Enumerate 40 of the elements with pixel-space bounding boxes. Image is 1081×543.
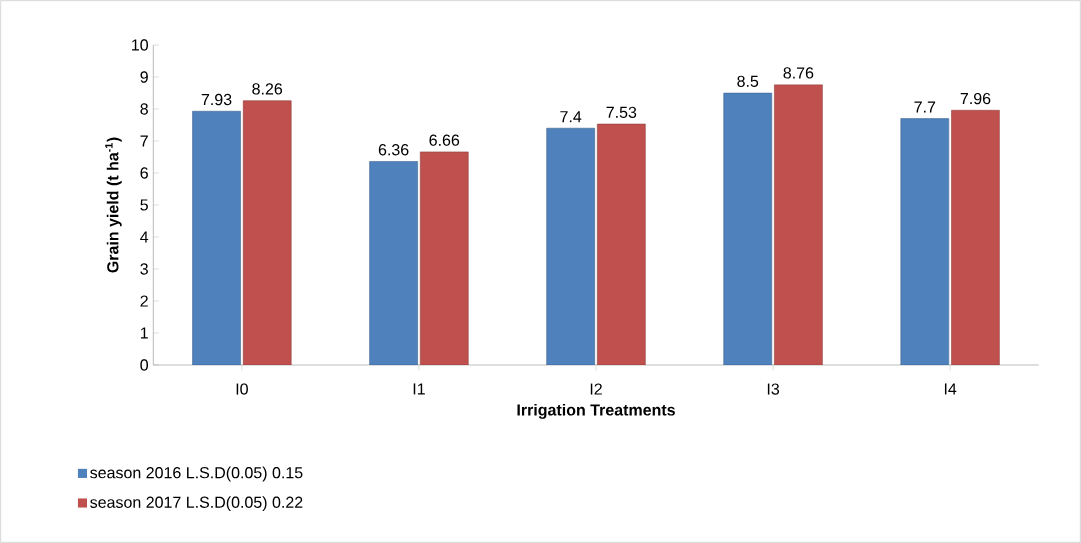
- data-label: 7.93: [201, 93, 232, 106]
- bar: [723, 92, 773, 365]
- data-label: 7.4: [560, 111, 582, 123]
- data-label: 8.5: [737, 75, 759, 87]
- x-tick-label: I2: [590, 383, 602, 395]
- y-tick-label: 5: [140, 199, 148, 211]
- x-tick-label: I3: [767, 383, 780, 395]
- legend-label: season 2017 L.S.D(0.05) 0.22: [90, 496, 303, 512]
- y-tick-label: 1: [140, 327, 148, 339]
- y-axis-title: Grain yield (t ha$^{-1}$): [105, 137, 122, 273]
- y-tick-label: 3: [140, 263, 148, 275]
- data-label: 7.53: [606, 106, 637, 118]
- x-axis-title: Irrigation Treatments: [517, 403, 675, 419]
- y-tick-label: 2: [140, 295, 148, 307]
- x-tick-label: I0: [236, 383, 248, 395]
- bar: [900, 118, 950, 365]
- y-tick-label: 0: [140, 359, 149, 371]
- data-label: 6.66: [429, 134, 460, 146]
- data-label: 8.26: [252, 83, 283, 95]
- y-tick-label: 8: [140, 103, 148, 115]
- bar: [420, 151, 469, 365]
- y-tick-label: 4: [140, 231, 149, 243]
- data-label: 7.7: [914, 101, 936, 113]
- data-label: 7.96: [960, 92, 991, 105]
- bar: [597, 123, 646, 365]
- data-label: 6.36: [378, 144, 409, 156]
- bar: [192, 110, 241, 365]
- bar: [774, 84, 823, 365]
- bar: [951, 110, 1000, 365]
- y-tick-label: 6: [140, 167, 148, 179]
- x-tick-label: I4: [944, 383, 957, 395]
- data-label: 8.76: [783, 67, 814, 79]
- legend-label: season 2016 L.S.D(0.05) 0.15: [90, 466, 303, 482]
- bar: [369, 161, 418, 365]
- bar: [242, 100, 292, 365]
- y-tick-label: 10: [132, 39, 149, 51]
- x-tick-label: I1: [413, 383, 425, 395]
- y-tick-label: 9: [140, 71, 148, 83]
- y-tick-label: 7: [140, 135, 148, 147]
- bar: [546, 127, 595, 365]
